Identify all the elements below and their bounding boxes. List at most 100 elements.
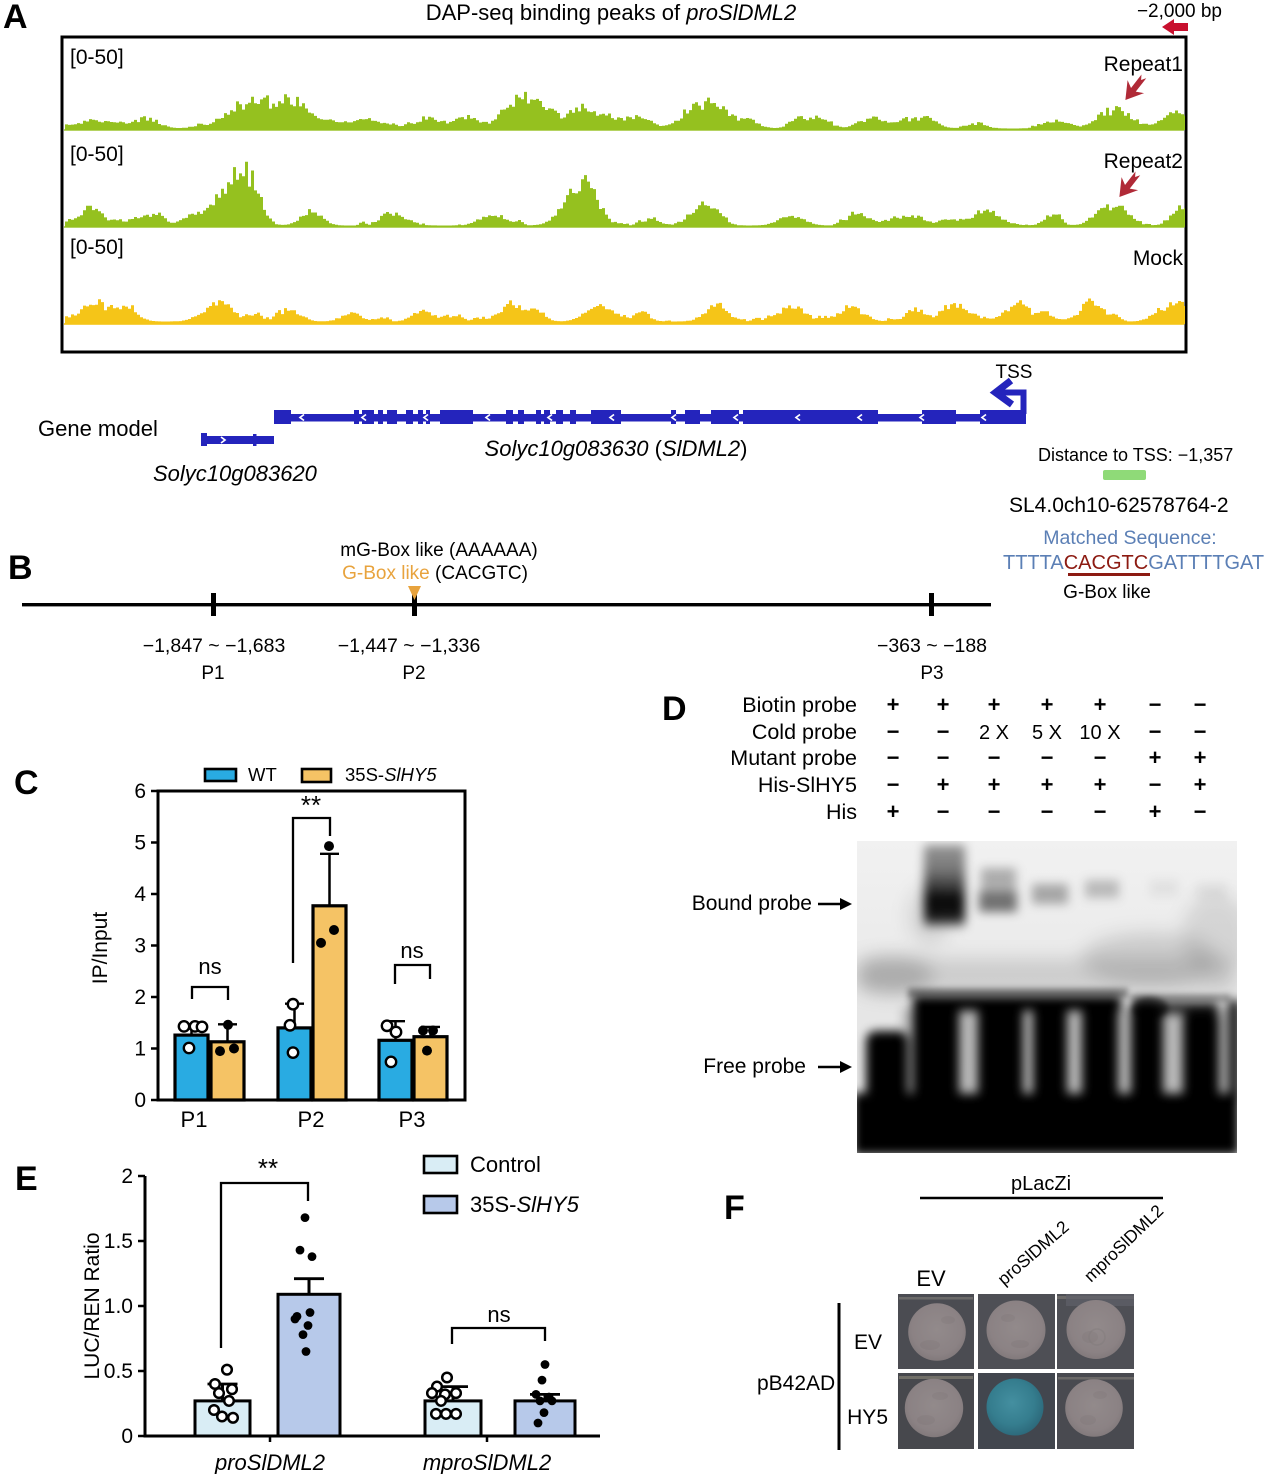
svg-text:−: −: [1041, 745, 1054, 770]
svg-text:−363 ~ −188: −363 ~ −188: [877, 635, 987, 657]
svg-text:−2,000 bp: −2,000 bp: [1137, 1, 1222, 22]
svg-text:pLacZi: pLacZi: [1011, 1173, 1071, 1195]
svg-text:0: 0: [121, 1425, 133, 1448]
svg-text:2 X: 2 X: [979, 722, 1009, 744]
svg-text:proSlDML2: proSlDML2: [994, 1216, 1073, 1289]
svg-text:C: C: [14, 764, 39, 802]
svg-text:EV: EV: [854, 1331, 882, 1354]
svg-text:1.5: 1.5: [104, 1230, 133, 1253]
svg-text:0.5: 0.5: [104, 1360, 133, 1383]
svg-text:His-SlHY5: His-SlHY5: [758, 773, 857, 797]
svg-text:5 X: 5 X: [1032, 722, 1062, 744]
svg-text:+: +: [988, 692, 1001, 717]
svg-text:HY5: HY5: [847, 1406, 888, 1429]
svg-text:−: −: [1094, 745, 1107, 770]
svg-text:D: D: [662, 690, 687, 728]
svg-text:A: A: [3, 0, 28, 36]
svg-text:Distance to TSS: −1,357: Distance to TSS: −1,357: [1038, 445, 1233, 465]
svg-text:B: B: [8, 549, 33, 587]
svg-text:+: +: [937, 692, 950, 717]
svg-text:+: +: [1041, 772, 1054, 797]
svg-text:−: −: [937, 719, 950, 744]
svg-text:−: −: [1194, 692, 1207, 717]
svg-text:EV: EV: [916, 1266, 946, 1291]
svg-text:3: 3: [134, 935, 146, 958]
svg-text:1: 1: [134, 1038, 146, 1061]
svg-text:His: His: [826, 800, 857, 824]
svg-text:P3: P3: [920, 663, 943, 684]
svg-text:P1: P1: [181, 1107, 208, 1132]
svg-text:LUC/REN Ratio: LUC/REN Ratio: [81, 1232, 104, 1379]
svg-text:Bound probe: Bound probe: [692, 892, 812, 915]
svg-text:−: −: [1094, 799, 1107, 824]
svg-text:−: −: [887, 719, 900, 744]
svg-text:[0-50]: [0-50]: [70, 236, 124, 259]
svg-text:−1,847 ~ −1,683: −1,847 ~ −1,683: [143, 635, 286, 657]
svg-text:TTTTACACGTCGATTTTGAT: TTTTACACGTCGATTTTGAT: [1003, 552, 1264, 574]
svg-text:−: −: [988, 745, 1001, 770]
svg-text:[0-50]: [0-50]: [70, 143, 124, 166]
svg-text:−: −: [937, 745, 950, 770]
svg-text:Matched Sequence:: Matched Sequence:: [1043, 527, 1216, 549]
svg-text:ns: ns: [487, 1302, 510, 1327]
svg-text:proSlDML2: proSlDML2: [214, 1450, 325, 1474]
svg-text:SL4.0ch10-62578764-2: SL4.0ch10-62578764-2: [1009, 494, 1229, 517]
svg-text:5: 5: [134, 832, 146, 855]
svg-text:DAP-seq binding peaks of proSl: DAP-seq binding peaks of proSlDML2: [426, 0, 797, 25]
svg-text:+: +: [887, 799, 900, 824]
svg-text:−: −: [1194, 719, 1207, 744]
svg-text:6: 6: [134, 780, 146, 803]
svg-text:1.0: 1.0: [104, 1295, 133, 1318]
svg-text:P2: P2: [402, 663, 425, 684]
svg-text:+: +: [1094, 772, 1107, 797]
svg-text:−: −: [1149, 719, 1162, 744]
svg-text:−: −: [1041, 799, 1054, 824]
svg-text:2: 2: [134, 986, 146, 1009]
svg-text:Free probe: Free probe: [703, 1055, 806, 1078]
svg-text:G-Box like (CACGTC): G-Box like (CACGTC): [342, 563, 528, 584]
svg-text:Solyc10g083620: Solyc10g083620: [153, 461, 318, 486]
svg-text:G-Box like: G-Box like: [1063, 582, 1151, 603]
svg-text:Control: Control: [470, 1152, 541, 1177]
svg-text:+: +: [887, 692, 900, 717]
svg-text:10 X: 10 X: [1079, 722, 1120, 744]
svg-text:35S-SlHY5: 35S-SlHY5: [470, 1192, 580, 1217]
svg-text:**: **: [258, 1153, 278, 1183]
svg-text:Cold probe: Cold probe: [752, 720, 857, 744]
svg-text:Solyc10g083630 (SlDML2): Solyc10g083630 (SlDML2): [485, 436, 748, 461]
svg-text:mproSlDML2: mproSlDML2: [423, 1450, 551, 1474]
svg-text:−: −: [1149, 772, 1162, 797]
svg-text:+: +: [988, 772, 1001, 797]
svg-text:+: +: [1194, 772, 1207, 797]
svg-text:−1,447 ~ −1,336: −1,447 ~ −1,336: [338, 635, 481, 657]
svg-text:+: +: [1149, 745, 1162, 770]
svg-text:IP/Input: IP/Input: [89, 912, 112, 985]
svg-text:Mutant probe: Mutant probe: [730, 746, 857, 770]
svg-text:−: −: [937, 799, 950, 824]
svg-text:mG-Box like (AAAAAA): mG-Box like (AAAAAA): [340, 540, 537, 561]
svg-text:[0-50]: [0-50]: [70, 46, 124, 69]
svg-text:mproSlDML2: mproSlDML2: [1080, 1201, 1167, 1286]
svg-text:−: −: [887, 745, 900, 770]
svg-text:**: **: [301, 790, 321, 820]
svg-text:P1: P1: [201, 663, 224, 684]
svg-text:35S-SlHY5: 35S-SlHY5: [345, 764, 437, 785]
svg-text:WT: WT: [248, 764, 277, 785]
svg-text:2: 2: [121, 1165, 133, 1188]
svg-text:+: +: [1194, 745, 1207, 770]
svg-text:ns: ns: [198, 954, 221, 979]
svg-text:P2: P2: [298, 1107, 325, 1132]
svg-text:+: +: [937, 772, 950, 797]
svg-text:P3: P3: [399, 1107, 426, 1132]
svg-text:+: +: [1041, 692, 1054, 717]
svg-text:4: 4: [134, 883, 146, 906]
svg-text:−: −: [887, 772, 900, 797]
svg-text:F: F: [724, 1189, 745, 1227]
svg-text:−: −: [1194, 799, 1207, 824]
svg-text:+: +: [1094, 692, 1107, 717]
svg-text:Mock: Mock: [1133, 247, 1184, 270]
svg-text:E: E: [15, 1160, 38, 1198]
svg-text:Repeat2: Repeat2: [1104, 150, 1183, 173]
svg-text:+: +: [1149, 799, 1162, 824]
svg-text:pB42AD: pB42AD: [757, 1372, 835, 1395]
